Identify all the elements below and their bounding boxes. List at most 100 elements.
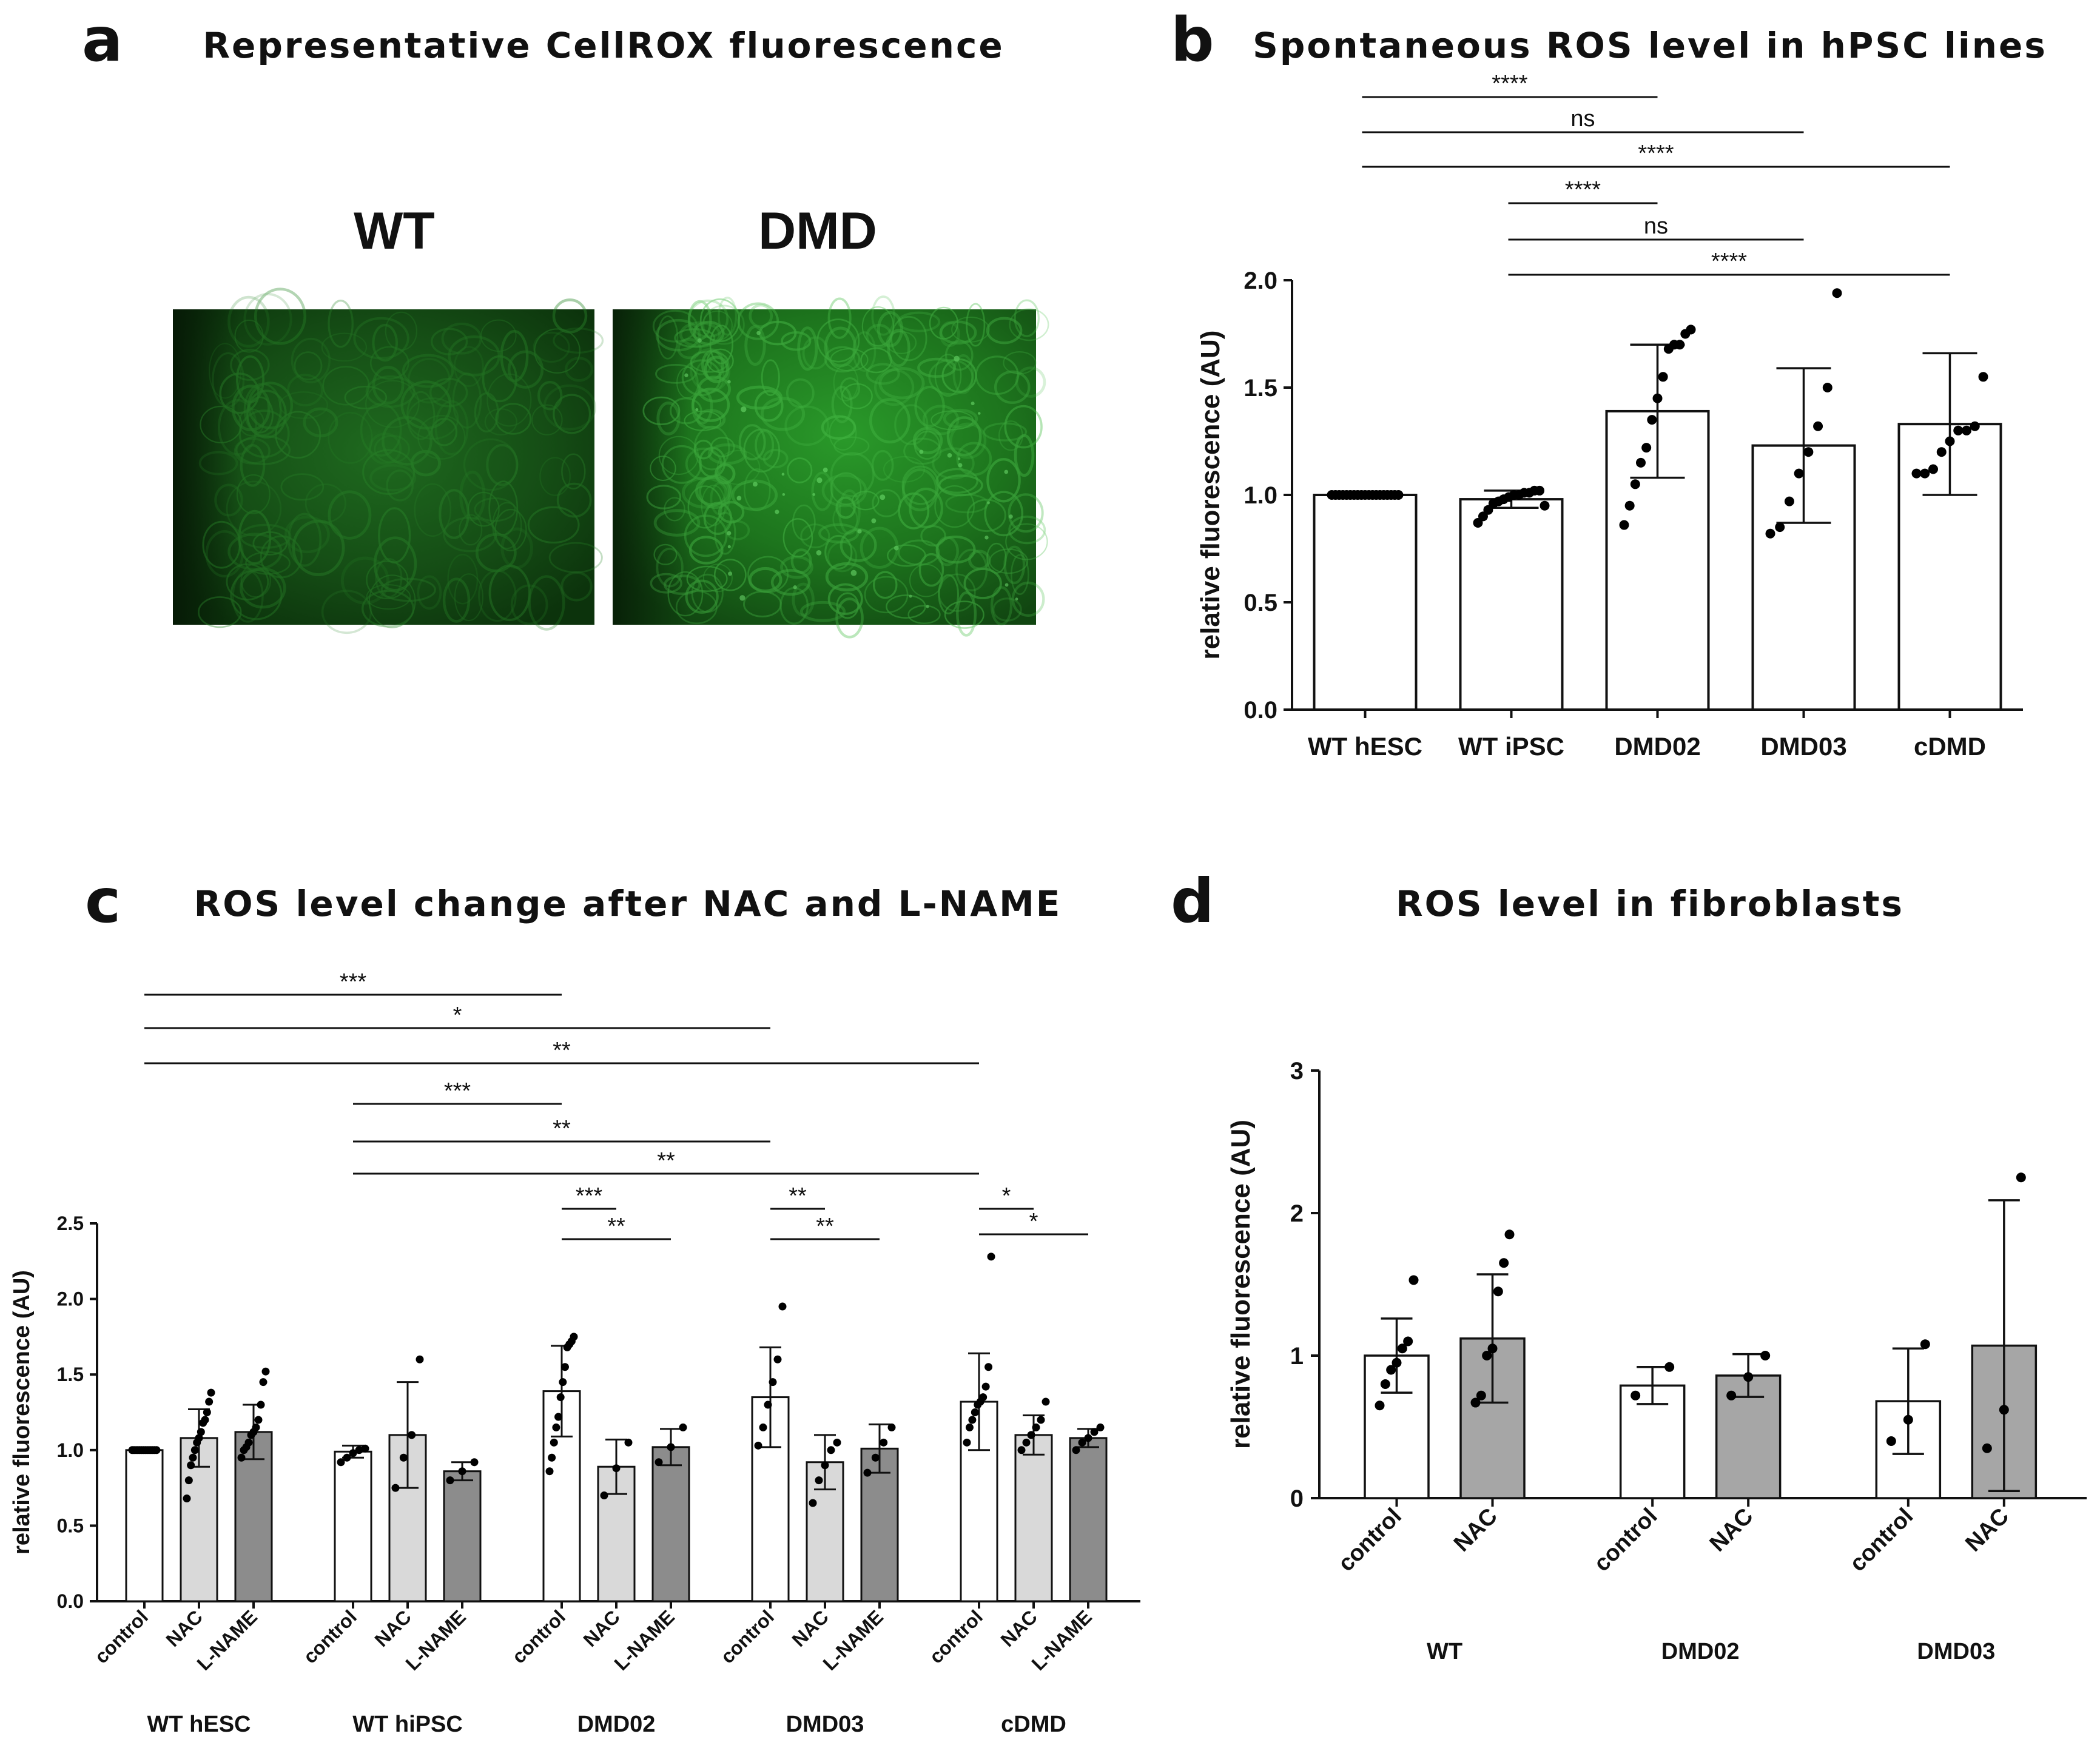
b-ytick-label: 1.0 bbox=[1244, 482, 1277, 509]
c-condition-label: control bbox=[299, 1605, 361, 1667]
c-ytick-label: 1.0 bbox=[57, 1439, 84, 1461]
c-data-point bbox=[570, 1333, 578, 1341]
d-data-point bbox=[1476, 1390, 1486, 1400]
c-significance-label: * bbox=[453, 1003, 462, 1028]
c-data-point bbox=[337, 1458, 345, 1467]
b-ytick-label: 0.0 bbox=[1244, 697, 1277, 724]
panel-d-title: ROS level in fibroblasts bbox=[1396, 883, 1904, 924]
c-data-point bbox=[971, 1408, 979, 1416]
c-data-point bbox=[554, 1413, 563, 1421]
b-significance-label: **** bbox=[1492, 71, 1527, 96]
c-data-point bbox=[1017, 1446, 1026, 1454]
c-data-point bbox=[416, 1355, 424, 1363]
c-data-point bbox=[207, 1388, 215, 1397]
d-ytick-label: 3 bbox=[1290, 1058, 1304, 1084]
c-condition-label: L-NAME bbox=[819, 1605, 887, 1674]
c-data-point bbox=[548, 1453, 556, 1462]
b-data-point bbox=[1652, 393, 1663, 403]
c-data-point bbox=[769, 1378, 777, 1387]
b-ytick-label: 0.5 bbox=[1244, 590, 1277, 616]
c-data-point bbox=[399, 1453, 408, 1462]
c-bar bbox=[651, 1446, 690, 1602]
c-data-point bbox=[600, 1491, 608, 1500]
d-condition-label: NAC bbox=[1705, 1504, 1758, 1557]
b-data-point bbox=[1784, 496, 1794, 506]
b-significance-label: **** bbox=[1638, 141, 1674, 166]
c-condition-label: L-NAME bbox=[402, 1605, 470, 1674]
d-data-point bbox=[1664, 1362, 1675, 1372]
d-group-label: DMD02 bbox=[1661, 1639, 1740, 1664]
c-data-point bbox=[1037, 1416, 1045, 1424]
d-condition-label: NAC bbox=[1449, 1504, 1503, 1557]
c-data-point bbox=[244, 1438, 253, 1447]
c-condition-label: NAC bbox=[996, 1605, 1041, 1650]
chart-b: 0.0 0.5 1.0 1.5 2.0 relative fluorescence (AU… bbox=[1196, 71, 2023, 761]
b-category-label: WT iPSC bbox=[1458, 732, 1564, 761]
c-data-point bbox=[152, 1446, 161, 1454]
panel-letter-d: d bbox=[1171, 866, 1214, 936]
panel-c-title: ROS level change after NAC and L-NAME bbox=[194, 883, 1062, 924]
panel-b-title: Spontaneous ROS level in hPSC lines bbox=[1253, 25, 2047, 66]
d-data-point bbox=[1886, 1436, 1896, 1446]
c-bar bbox=[334, 1450, 372, 1602]
chart-d: 0 1 2 3 relative fluorescence (AU) control NAC… bbox=[1226, 1058, 2087, 1664]
b-data-point bbox=[1540, 500, 1550, 511]
c-data-point bbox=[1096, 1423, 1105, 1431]
c-data-point bbox=[1090, 1428, 1099, 1436]
c-data-point bbox=[560, 1363, 569, 1371]
d-ytick-label: 0 bbox=[1290, 1485, 1304, 1512]
d-data-point bbox=[1403, 1336, 1413, 1347]
b-ytick-label: 1.5 bbox=[1244, 375, 1277, 402]
c-condition-label: control bbox=[716, 1605, 778, 1667]
panel-c: c ROS level change after NAC and L-NAME … bbox=[9, 866, 1140, 1737]
d-data-point bbox=[1380, 1379, 1390, 1389]
c-significance-label: *** bbox=[576, 1183, 603, 1209]
b-data-point bbox=[1945, 436, 1955, 446]
c-data-point bbox=[1072, 1446, 1080, 1454]
c-data-point bbox=[1027, 1431, 1035, 1439]
c-condition-label: NAC bbox=[787, 1605, 832, 1650]
d-data-point bbox=[1408, 1275, 1419, 1285]
c-data-point bbox=[764, 1400, 772, 1409]
c-data-point bbox=[871, 1453, 880, 1462]
c-group-label: DMD03 bbox=[786, 1712, 864, 1737]
c-significance-label: ** bbox=[607, 1214, 625, 1239]
b-bar bbox=[1313, 494, 1418, 711]
b-ytick-label: 2.0 bbox=[1244, 267, 1277, 294]
b-data-point bbox=[1953, 425, 1964, 435]
c-data-point bbox=[556, 1393, 565, 1402]
panel-b: b Spontaneous ROS level in hPSC lines 0.… bbox=[1171, 4, 2047, 761]
c-group-label: cDMD bbox=[1001, 1712, 1066, 1737]
b-y-axis-label: relative fluorescence (AU) bbox=[1196, 331, 1225, 660]
b-bar bbox=[1459, 498, 1564, 711]
c-ytick-label: 1.5 bbox=[57, 1363, 84, 1385]
c-data-point bbox=[979, 1393, 988, 1402]
b-category-label: DMD03 bbox=[1760, 732, 1846, 761]
c-data-point bbox=[355, 1446, 363, 1454]
b-data-point bbox=[1686, 324, 1696, 335]
b-significance-label: **** bbox=[1711, 249, 1747, 274]
image-label-wt: WT bbox=[354, 202, 435, 260]
b-data-point bbox=[1803, 447, 1814, 457]
c-condition-label: L-NAME bbox=[193, 1605, 261, 1674]
b-data-point bbox=[1813, 421, 1823, 431]
c-ytick-label: 0.5 bbox=[57, 1515, 84, 1536]
c-significance-label: *** bbox=[444, 1078, 471, 1104]
c-data-point bbox=[624, 1438, 633, 1447]
c-data-point bbox=[984, 1363, 993, 1371]
c-significance-label: ** bbox=[789, 1183, 807, 1209]
c-data-point bbox=[189, 1453, 197, 1462]
b-category-label: cDMD bbox=[1914, 732, 1986, 761]
c-data-point bbox=[880, 1438, 888, 1447]
c-data-point bbox=[778, 1302, 787, 1311]
c-data-point bbox=[559, 1378, 567, 1387]
c-data-point bbox=[1084, 1434, 1092, 1442]
c-data-point bbox=[887, 1423, 896, 1431]
b-data-point bbox=[1775, 522, 1785, 533]
b-data-point bbox=[1911, 468, 1922, 479]
c-data-point bbox=[197, 1428, 205, 1436]
c-data-point bbox=[361, 1444, 369, 1453]
c-data-point bbox=[391, 1484, 400, 1492]
d-data-point bbox=[1482, 1351, 1492, 1360]
c-significance-label: * bbox=[1029, 1209, 1038, 1234]
